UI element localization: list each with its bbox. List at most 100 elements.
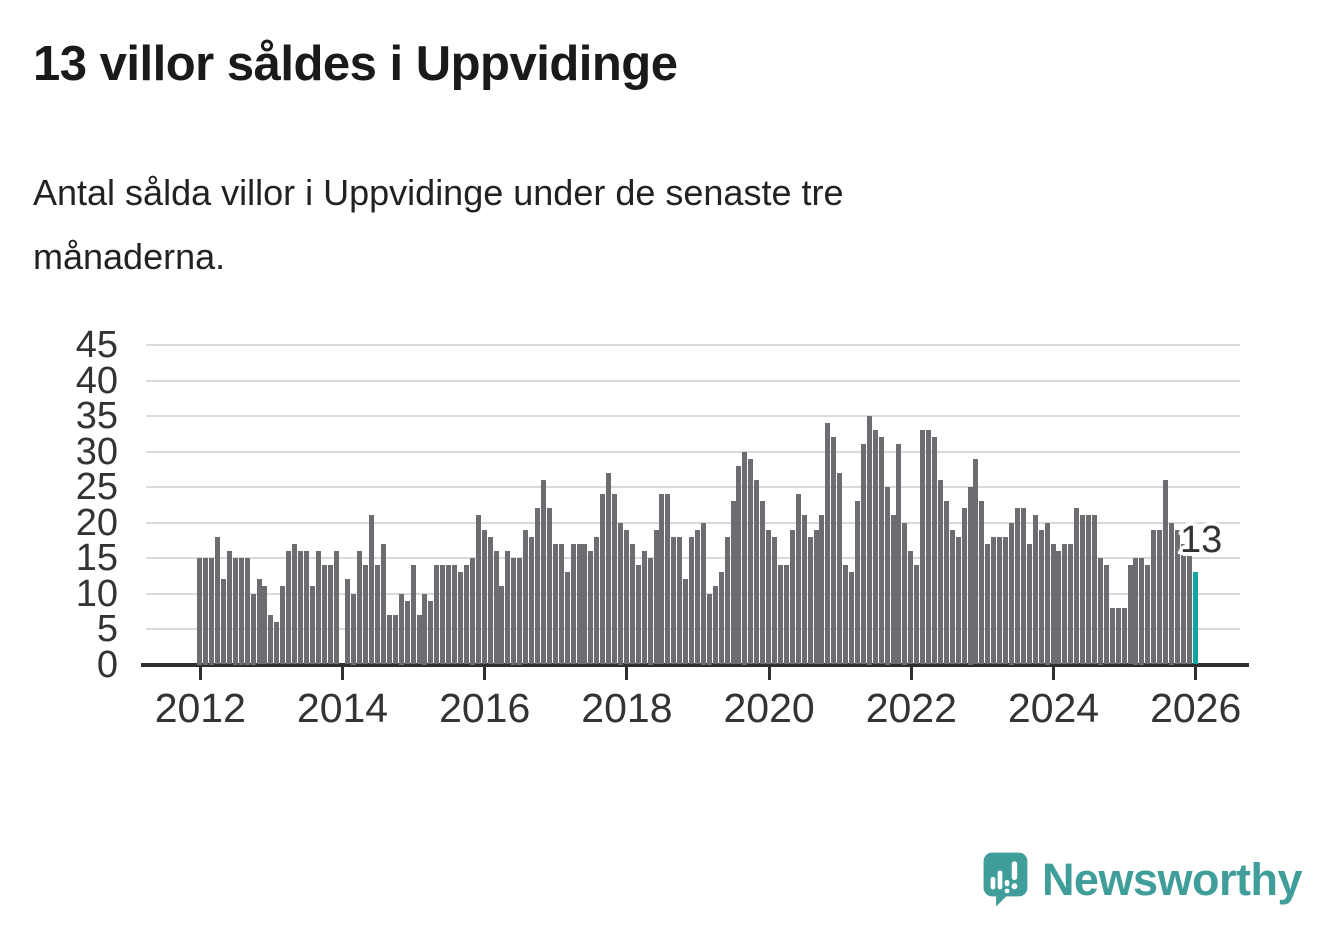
bar <box>866 416 872 665</box>
bar <box>1145 565 1151 665</box>
bar <box>937 479 943 665</box>
bar <box>1038 529 1044 665</box>
bar <box>1080 515 1086 665</box>
bar <box>612 494 618 665</box>
bar <box>1186 550 1192 665</box>
y-axis-tick-label: 15 <box>75 537 118 579</box>
bar <box>961 508 967 665</box>
x-axis-tick-2022 <box>909 667 913 680</box>
bar <box>985 543 991 665</box>
x-axis-tick-label: 2020 <box>723 685 815 731</box>
bar <box>617 522 623 665</box>
bar <box>748 458 754 665</box>
x-axis-tick-label: 2014 <box>296 685 389 731</box>
page-title: 13 villor såldes i Uppvidinge <box>33 37 678 91</box>
bar <box>854 501 860 665</box>
bar <box>268 614 274 665</box>
x-axis-tick-2018 <box>625 667 629 680</box>
gridline-y-35 <box>146 415 1240 417</box>
bar <box>831 437 837 665</box>
bar <box>280 586 286 665</box>
newsworthy-logo-text: Newsworthy <box>1041 854 1303 905</box>
bar <box>286 550 292 665</box>
bar <box>926 430 932 665</box>
bar <box>629 543 635 665</box>
bar <box>511 558 517 665</box>
bar <box>849 572 855 665</box>
bar <box>872 430 878 665</box>
bar <box>920 430 926 665</box>
bar <box>1044 522 1050 665</box>
y-axis-tick-label: 10 <box>75 572 118 615</box>
bar <box>843 565 849 665</box>
bar <box>754 479 760 665</box>
bar <box>659 494 665 665</box>
x-axis-tick-2020 <box>767 667 771 680</box>
bar <box>475 515 481 665</box>
bar <box>345 579 351 665</box>
bar <box>1121 607 1127 665</box>
bar <box>973 458 979 665</box>
bar <box>594 536 600 665</box>
bar <box>742 451 748 665</box>
bar <box>452 565 458 665</box>
x-axis-tick-label: 2016 <box>439 685 531 731</box>
bar <box>641 550 647 665</box>
bar <box>766 529 772 665</box>
bar <box>535 508 541 665</box>
y-axis-tick-label: 45 <box>75 324 118 366</box>
bar <box>570 543 576 665</box>
bar <box>1133 558 1139 665</box>
bar <box>860 444 866 665</box>
x-axis-tick-2014 <box>341 667 344 680</box>
bar <box>428 600 434 665</box>
bar <box>303 550 309 665</box>
bar <box>422 593 428 665</box>
bar <box>274 621 280 665</box>
bar <box>226 550 232 665</box>
y-axis-tick-label: 20 <box>75 501 118 544</box>
bar <box>1009 522 1015 665</box>
bar <box>825 423 831 665</box>
bar <box>505 550 511 665</box>
x-axis-tick-label: 2022 <box>865 685 957 731</box>
bar <box>540 479 546 665</box>
bar <box>1003 536 1009 665</box>
bar <box>351 593 357 665</box>
bar <box>298 550 304 665</box>
y-axis-tick-label: 0 <box>96 643 118 686</box>
x-axis-tick-2024 <box>1052 667 1055 680</box>
bar <box>706 593 712 665</box>
bar <box>558 543 564 665</box>
bar <box>700 522 706 665</box>
x-axis-tick-2026 <box>1194 667 1198 680</box>
bar <box>232 558 238 665</box>
bar <box>546 508 552 665</box>
bar <box>215 536 221 665</box>
bar <box>896 444 902 665</box>
bar <box>813 529 819 665</box>
gridline-y-45 <box>146 344 1240 346</box>
bar <box>795 494 801 665</box>
bar <box>677 536 683 665</box>
latest-value-label: 13 <box>1180 519 1223 561</box>
bar <box>1086 515 1092 665</box>
bar <box>321 565 327 665</box>
x-axis-tick-label: 2012 <box>154 685 246 731</box>
bar <box>1050 543 1056 665</box>
bar <box>588 550 594 665</box>
bar <box>695 529 700 665</box>
bar <box>819 515 825 665</box>
bar <box>221 579 226 665</box>
x-axis-line <box>141 663 1249 667</box>
gridline-y-30 <box>146 450 1240 453</box>
newsworthy-logo: Newsworthy <box>982 845 1303 915</box>
bar <box>256 579 262 665</box>
bar <box>890 515 896 665</box>
bar <box>481 529 487 665</box>
bar <box>333 550 339 665</box>
bar <box>487 536 493 665</box>
bar <box>1169 522 1174 665</box>
bar <box>902 522 908 665</box>
bar <box>967 487 973 665</box>
